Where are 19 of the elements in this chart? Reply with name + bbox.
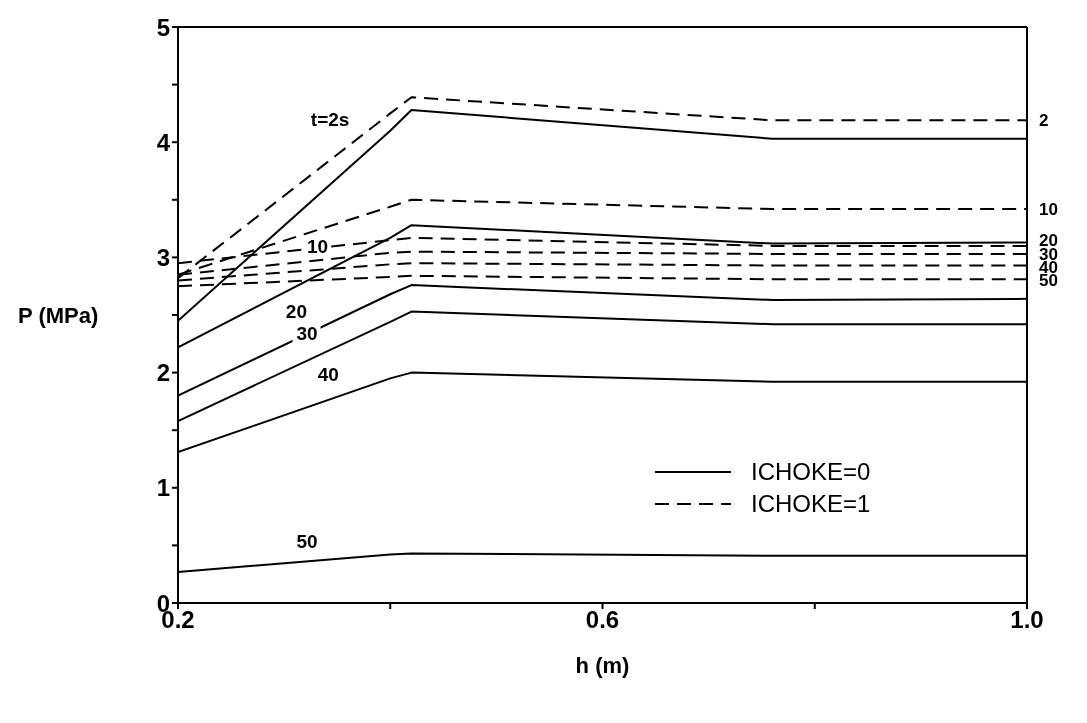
x-tick-label: 1.0 [1010,606,1044,634]
x-tick-label: 0.6 [585,606,620,634]
y-axis-title: P (MPa) [18,302,99,328]
annotation: 40 [317,364,339,386]
annotation: t=2s [310,108,350,130]
y-tick-label: 1 [156,474,170,502]
x-axis-title: h (m) [575,653,630,678]
annotation: 50 [296,530,318,552]
annotation: 10 [1039,200,1058,220]
legend-label: ICHOKE=1 [751,490,871,518]
y-tick-label: 5 [156,13,170,41]
legend-label: ICHOKE=0 [751,458,871,486]
annotation: 20 [285,300,307,322]
y-tick-label: 4 [156,128,171,156]
annotation: 2 [1039,111,1049,131]
annotation: 10 [307,236,329,258]
annotation: 30 [296,322,318,344]
y-tick-label: 3 [156,243,170,271]
y-tick-label: 2 [156,359,170,387]
